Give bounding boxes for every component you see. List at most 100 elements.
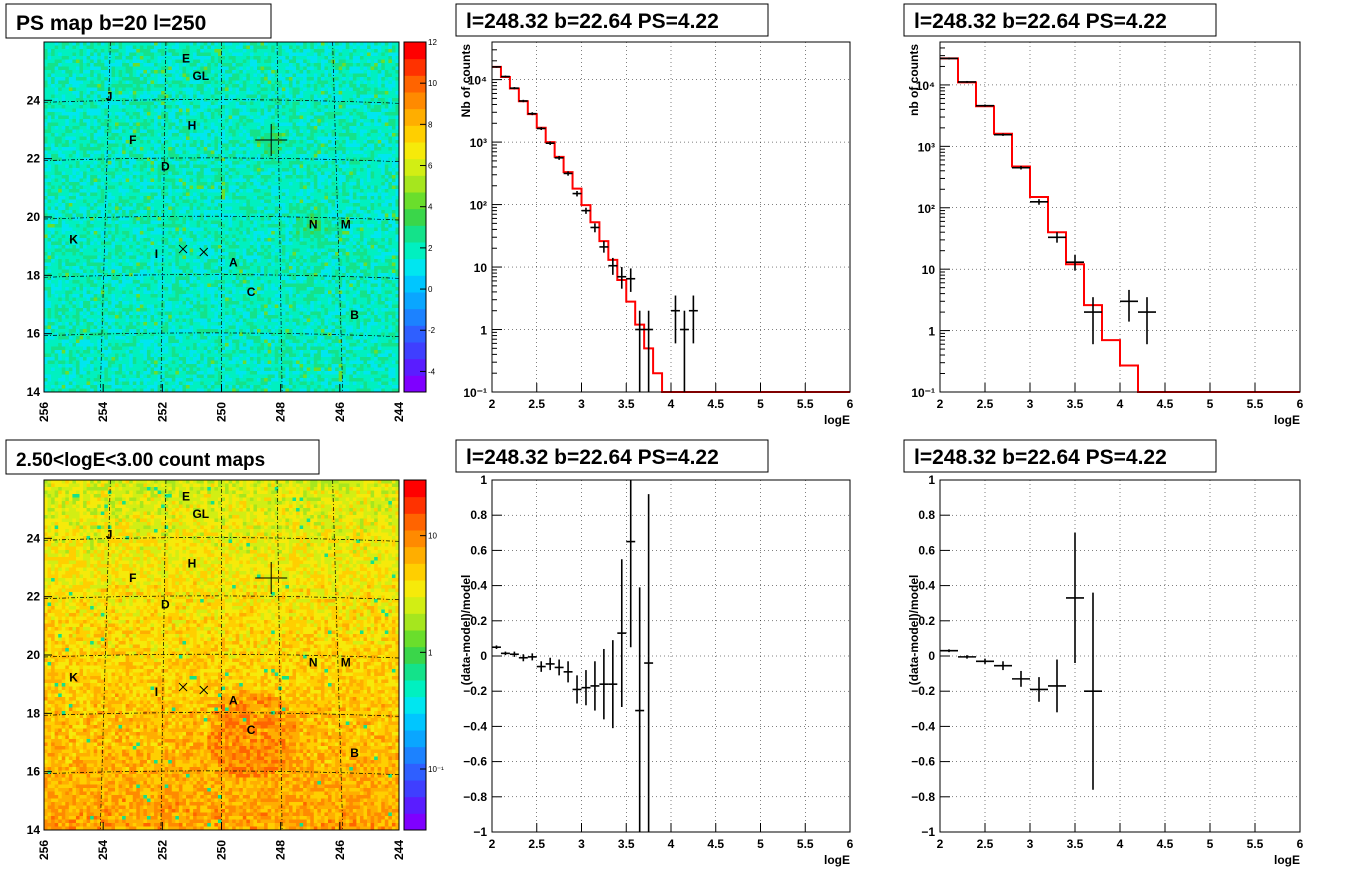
data-point — [976, 658, 994, 664]
colorbar-tick-label: 4 — [428, 203, 433, 212]
colorbar-frame — [403, 479, 427, 831]
colorbar-band — [404, 763, 426, 781]
x-tick-label: 5.5 — [797, 397, 814, 411]
source-label: C — [247, 285, 256, 299]
colorbar-tick-label: -4 — [428, 367, 436, 376]
colorbar-band — [404, 780, 426, 798]
heatmap-cells — [44, 480, 400, 831]
data-point — [572, 190, 582, 197]
y-tick-label: 10³ — [918, 140, 935, 154]
grid-lon-line — [99, 41, 111, 393]
colorbar-band — [404, 75, 426, 93]
source-label: J — [106, 527, 113, 541]
data-point — [1048, 659, 1066, 713]
x-tick-label: 4 — [668, 837, 675, 851]
colorbar-band — [404, 125, 426, 143]
y-tick-label: 0.6 — [918, 543, 935, 557]
data-point — [1084, 592, 1102, 790]
resid_fine-panel: 2 2.5 3 3.5 4 4.5 5 5.5 6 −1 −0.8 −0.6 −0.4 −0.2 0 0.2 0… — [459, 473, 854, 867]
x-tick-label: 2.5 — [977, 397, 994, 411]
y-tick-label: 0 — [480, 649, 487, 663]
x-marker — [178, 682, 188, 692]
map-grid — [43, 41, 400, 393]
data-point — [590, 223, 600, 233]
title-text: l=248.32 b=22.64 PS=4.22 — [914, 10, 1167, 33]
y-tick-label: −0.8 — [463, 790, 487, 804]
y-tick-label: 0.8 — [470, 508, 487, 522]
source-label: F — [129, 133, 136, 147]
resid_coarse-title: l=248.32 b=22.64 PS=4.22 — [903, 439, 1217, 473]
y-tick-label: 14 — [27, 385, 41, 399]
colorbar-band — [404, 563, 426, 581]
colorbar-band — [404, 596, 426, 614]
colorbar-band — [404, 646, 426, 664]
x-tick-label: 5.5 — [1247, 837, 1264, 851]
data-point — [644, 310, 654, 392]
data-point — [518, 99, 528, 103]
x-tick-label: 3 — [1027, 837, 1034, 851]
colorbar-band — [404, 158, 426, 176]
data-point — [1066, 532, 1084, 664]
x-tick-label: 244 — [392, 840, 406, 860]
grid-lat-line — [43, 274, 400, 279]
colorbar-band — [404, 496, 426, 514]
grid-lon-line — [332, 41, 344, 393]
title-box — [903, 3, 1217, 37]
colorbar-tick-label: -2 — [428, 326, 436, 335]
data-point — [500, 75, 510, 78]
x-tick-label: 5 — [757, 397, 764, 411]
data-point — [608, 257, 618, 275]
colorbar-tick-label: 1 — [428, 648, 433, 657]
x-tick-label: 252 — [155, 402, 169, 422]
x-tick-label: 2 — [489, 837, 496, 851]
target-cross — [255, 562, 288, 594]
y-axis-label: (data-model)/model — [459, 575, 473, 686]
count_map-title: 2.50<logE<3.00 count maps — [5, 439, 320, 475]
source-label: I — [155, 685, 158, 699]
title-text: l=248.32 b=22.64 PS=4.22 — [914, 446, 1167, 469]
data-point — [527, 112, 537, 116]
source-label: D — [161, 597, 170, 611]
data-point — [554, 659, 564, 676]
resid_coarse-panel: 2 2.5 3 3.5 4 4.5 5 5.5 6 −1 −0.8 −0.6 −0.4 −0.2 0 0.2 0… — [907, 473, 1304, 867]
data-point — [940, 57, 958, 60]
source-label: H — [188, 557, 197, 571]
data-point — [626, 480, 636, 648]
map-grid — [43, 479, 400, 831]
y-tick-label: −1 — [473, 825, 487, 839]
colorbar-frame — [403, 41, 427, 393]
colorbar-band — [404, 730, 426, 748]
x-tick-label: 2.5 — [528, 397, 545, 411]
y-tick-label: −1 — [921, 825, 935, 839]
y-tick-label: 1 — [480, 473, 487, 487]
x-tick-label: 5 — [757, 837, 764, 851]
title-text: 2.50<logE<3.00 count maps — [16, 450, 265, 471]
colorbar-band — [404, 358, 426, 376]
y-tick-label: 18 — [27, 706, 41, 720]
data-point — [940, 649, 958, 653]
grid-lon-line — [276, 479, 283, 831]
y-tick-label: 0.8 — [918, 508, 935, 522]
data-point — [1030, 199, 1048, 205]
x-tick-label: 2.5 — [977, 837, 994, 851]
colorbar-tick-label: 10 — [428, 532, 437, 541]
data-point — [644, 494, 654, 832]
y-tick-label: −0.8 — [911, 790, 935, 804]
spec_coarse-title: l=248.32 b=22.64 PS=4.22 — [903, 3, 1217, 37]
source-label: E — [182, 51, 190, 65]
x-tick-label: 4.5 — [1157, 837, 1174, 851]
data-point — [492, 645, 501, 649]
y-tick-label: 24 — [27, 93, 41, 107]
y-tick-label: 1 — [480, 324, 487, 338]
grid-lat-line — [43, 712, 400, 717]
y-tick-label: 16 — [27, 327, 41, 341]
colorbar-band — [404, 192, 426, 210]
y-tick-label: 0 — [928, 649, 935, 663]
y-tick-label: 10⁻¹ — [463, 386, 487, 400]
y-tick-label: −0.6 — [463, 755, 487, 769]
data-point — [994, 661, 1012, 671]
y-tick-label: 0.2 — [470, 614, 487, 628]
spec_coarse-panel: 2 2.5 3 3.5 4 4.5 5 5.5 6 10⁻¹ 1 10 10² 10³ 10⁴ logE nb … — [907, 41, 1304, 427]
